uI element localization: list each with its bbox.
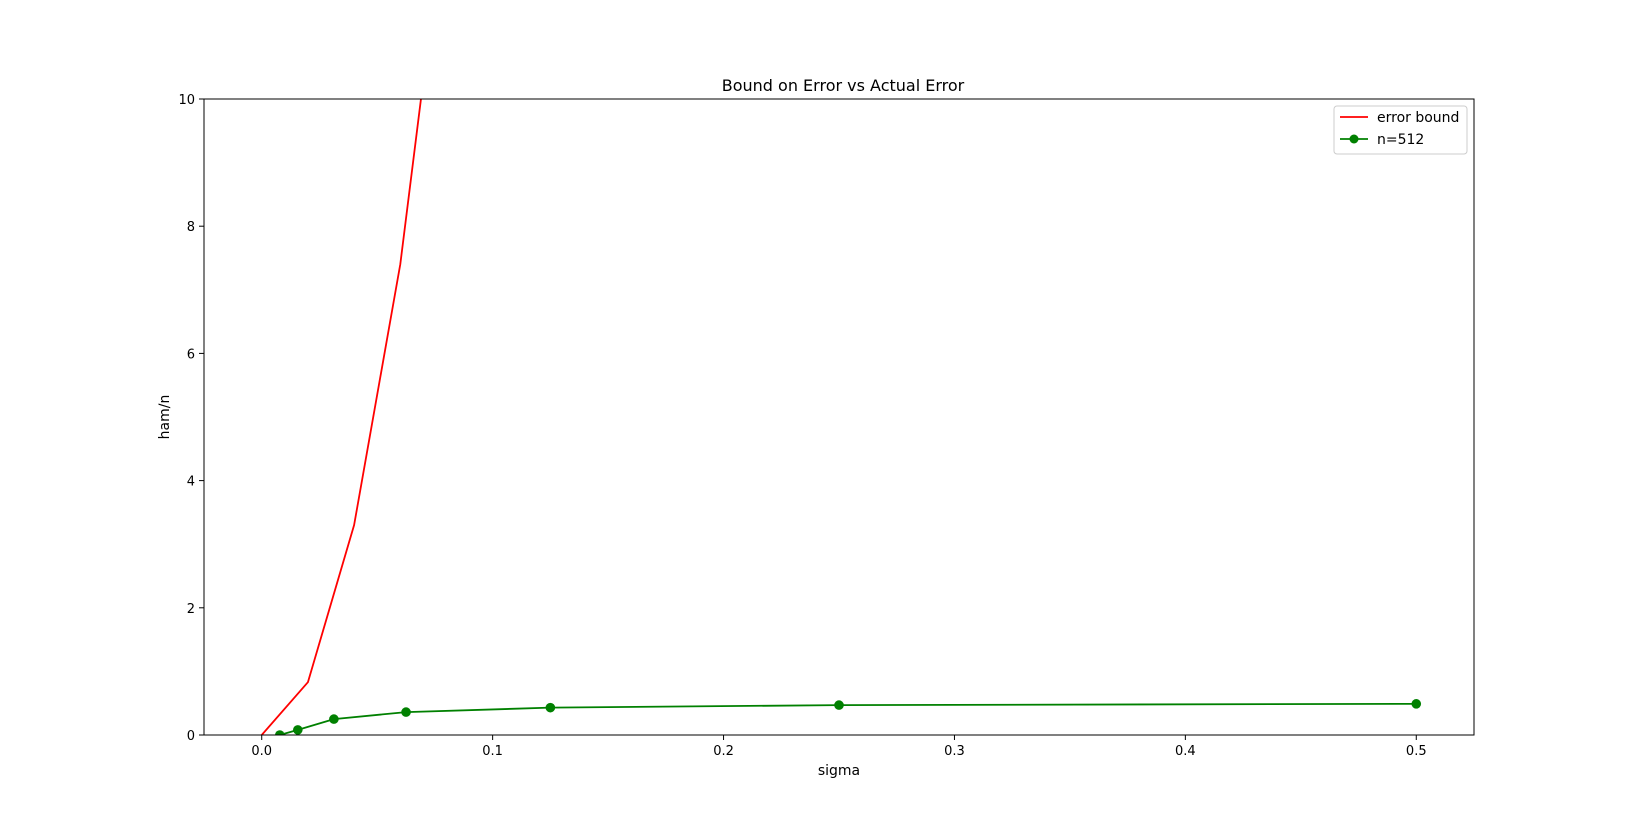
y-tick-label: 4 [187,475,195,490]
legend-label-n-512: n=512 [1377,132,1424,148]
series-line-n-512 [279,702,1417,735]
data-point-n-512 [545,702,556,713]
x-axis-label: sigma [818,763,860,779]
y-axis-label: ham/n [157,395,173,440]
legend-box [1333,105,1468,155]
x-tick-label: 0.2 [713,744,734,759]
x-tick-label: 0.3 [944,744,965,759]
x-tick-label: 0.5 [1406,744,1427,759]
legend-label-error-bound: error bound [1377,110,1459,126]
legend-marker-n-512 [1349,134,1359,144]
data-point-n-512 [329,714,339,724]
data-point-n-512 [401,707,411,717]
y-tick-label: 8 [187,220,195,235]
y-tick-label: 2 [187,602,195,617]
y-tick-label: 10 [178,93,195,108]
series-line-error-bound [261,99,422,735]
plot-area [203,98,1475,736]
series-layer [261,99,1422,735]
data-point-n-512 [293,725,303,735]
data-point-n-512 [834,700,844,710]
y-tick-label: 6 [187,347,195,362]
y-tick-label: 0 [187,729,195,744]
y-axis: 0 2 4 6 8 10 [178,93,204,744]
data-point-n-512 [1411,699,1422,709]
x-tick-label: 0.4 [1175,744,1196,759]
x-tick-label: 0.0 [251,744,272,759]
legend: error bound n=512 [1333,105,1468,155]
data-point-n-512 [274,730,285,735]
x-tick-label: 0.1 [482,744,503,759]
chart-title: Bound on Error vs Actual Error [722,76,965,95]
plot-frame [203,98,1475,736]
x-axis: 0.0 0.1 0.2 0.3 0.4 0.5 [251,735,1427,759]
